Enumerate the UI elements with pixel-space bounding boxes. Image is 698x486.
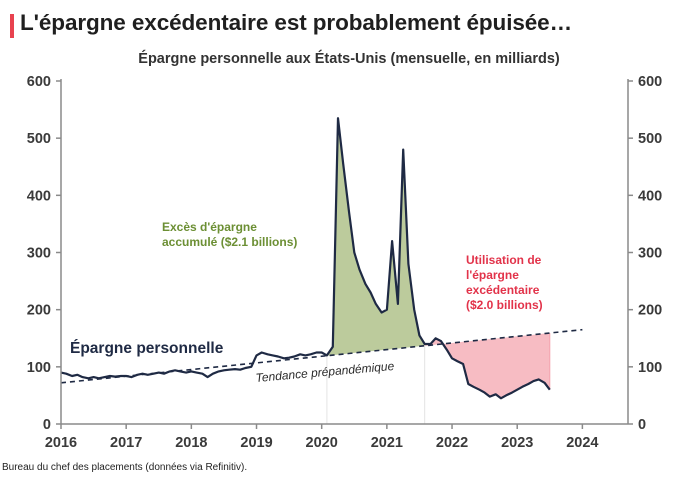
savings-series-label: Épargne personnelle xyxy=(70,340,224,357)
chart-subtitle: Épargne personnelle aux États-Unis (mens… xyxy=(138,51,560,67)
x-tick-label-2024: 2024 xyxy=(566,435,598,451)
right-tick-label-400: 400 xyxy=(638,188,662,204)
source-note: Bureau du chef des placements (données v… xyxy=(2,462,248,473)
x-tick-label-2021: 2021 xyxy=(371,435,403,451)
x-tick-label-2017: 2017 xyxy=(110,435,142,451)
x-tick-label-2016: 2016 xyxy=(45,435,77,451)
x-ticks: 2016 2017 2018 2019 2020 2021 2022 2023 2024 xyxy=(45,424,599,451)
right-y-ticks: 0 100 200 300 400 500 600 xyxy=(628,74,662,433)
excess-annotation-line1: Excès d'épargne xyxy=(162,220,257,234)
x-tick-label-2020: 2020 xyxy=(306,435,338,451)
right-tick-label-500: 500 xyxy=(638,131,662,147)
headline: L'épargne excédentaire est probablement … xyxy=(20,10,572,35)
left-tick-label-600: 600 xyxy=(27,74,51,90)
trend-series-label: Tendance prépandémique xyxy=(255,359,395,385)
left-y-ticks: 0 100 200 300 400 500 600 xyxy=(27,74,61,433)
excess-annotation-line2: accumulé ($2.1 billions) xyxy=(162,235,297,249)
savings-line xyxy=(60,117,551,400)
headline-accent-bar xyxy=(10,14,14,38)
left-tick-label-400: 400 xyxy=(27,188,51,204)
depletion-annotation-line1: Utilisation de xyxy=(466,253,542,267)
fill-areas xyxy=(326,118,551,424)
left-tick-label-0: 0 xyxy=(43,417,51,433)
excess-savings-area xyxy=(326,118,425,356)
right-tick-label-100: 100 xyxy=(638,360,662,376)
x-tick-label-2018: 2018 xyxy=(175,435,207,451)
depletion-annotation-line3: excédentaire xyxy=(466,283,540,297)
depletion-annotation-line2: l'épargne xyxy=(466,268,519,282)
series-lines xyxy=(60,117,583,400)
depletion-annotation-line4: ($2.0 billions) xyxy=(466,298,543,312)
excess-depletion-area xyxy=(424,333,550,399)
right-tick-label-600: 600 xyxy=(638,74,662,90)
left-tick-label-100: 100 xyxy=(27,360,51,376)
left-tick-label-200: 200 xyxy=(27,303,51,319)
left-tick-label-300: 300 xyxy=(27,246,51,262)
x-tick-label-2022: 2022 xyxy=(436,435,468,451)
left-tick-label-500: 500 xyxy=(27,131,51,147)
right-tick-label-200: 200 xyxy=(638,303,662,319)
right-tick-label-300: 300 xyxy=(638,246,662,262)
right-tick-label-0: 0 xyxy=(638,417,646,433)
x-tick-label-2019: 2019 xyxy=(240,435,272,451)
trend-line xyxy=(60,328,583,384)
x-tick-label-2023: 2023 xyxy=(501,435,533,451)
